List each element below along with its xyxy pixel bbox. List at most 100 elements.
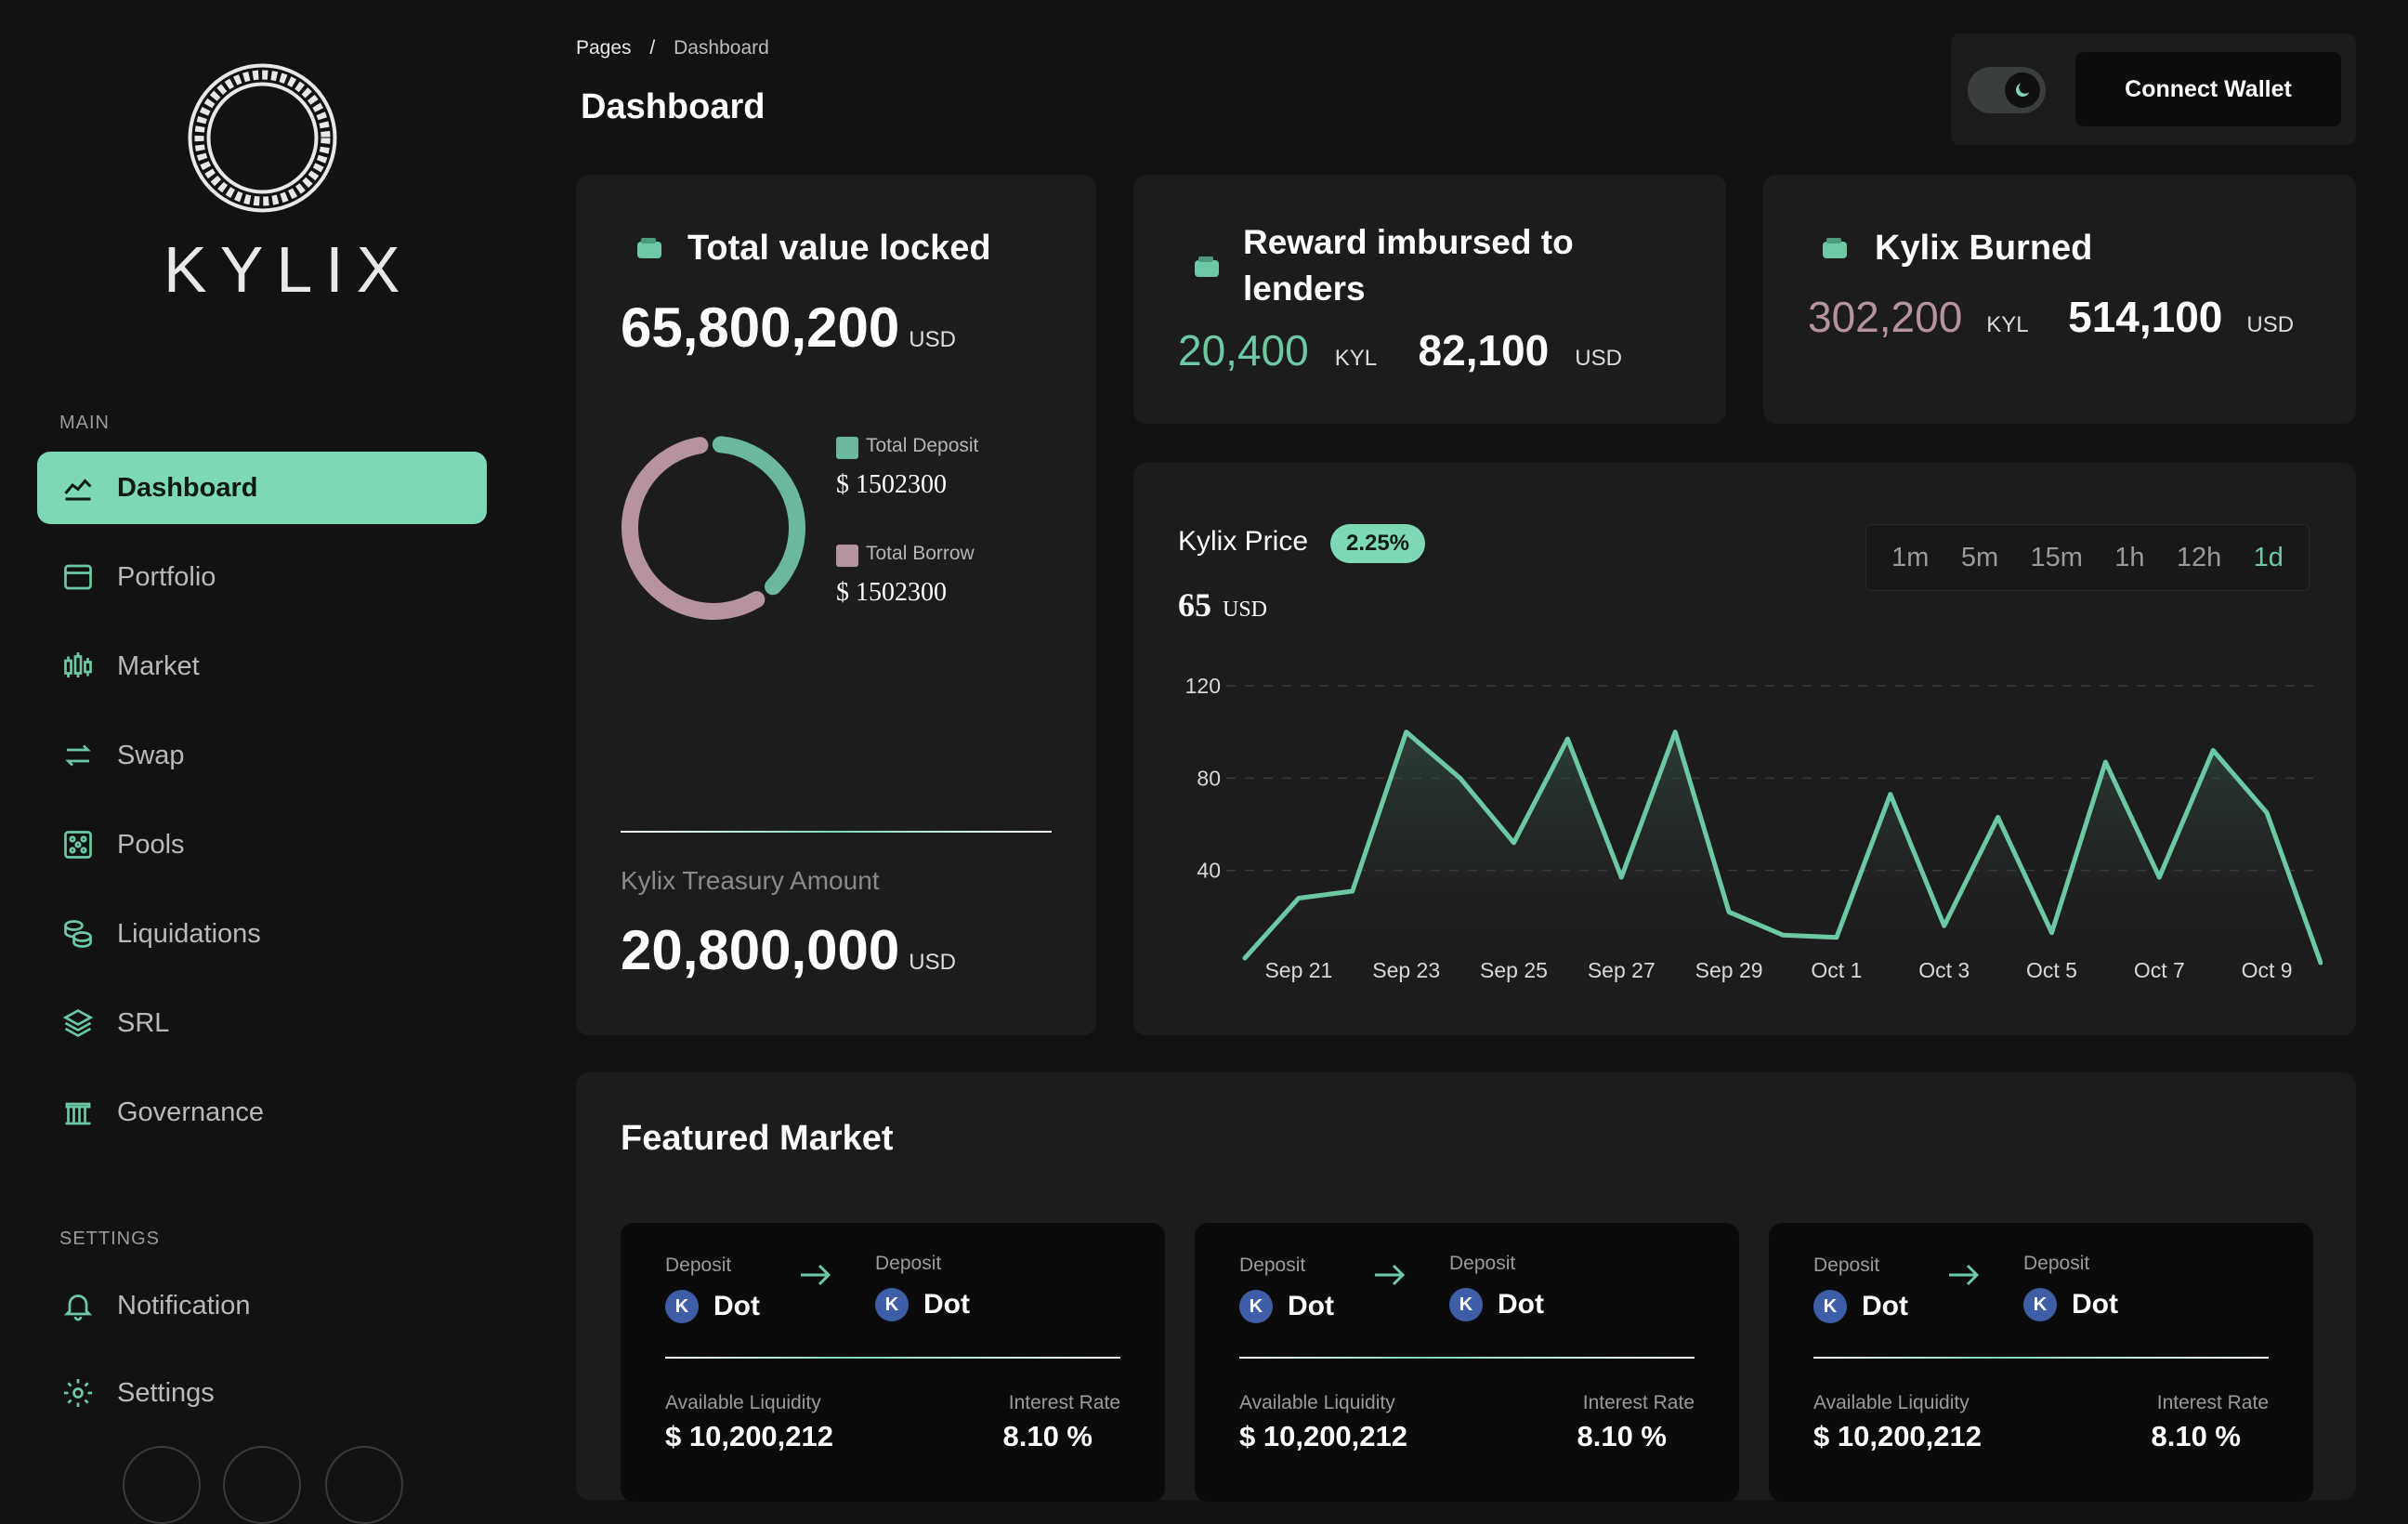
to-label: Deposit [2023, 1253, 2089, 1275]
interest-rate-label: Interest Rate [2157, 1392, 2269, 1414]
sidebar-item-governance[interactable]: Governance [37, 1076, 487, 1149]
sidebar-item-market[interactable]: Market [37, 630, 487, 703]
sidebar-item-label: Pools [117, 830, 185, 861]
breadcrumb-current: Dashboard [674, 37, 769, 59]
sidebar-item-portfolio[interactable]: Portfolio [37, 541, 487, 613]
timeframe-12h[interactable]: 12h [2177, 543, 2221, 573]
sidebar-item-label: Market [117, 651, 200, 682]
header-actions: Connect Wallet [1951, 33, 2356, 145]
tvl-title: Total value locked [687, 225, 991, 271]
sidebar-item-pools[interactable]: Pools [37, 808, 487, 881]
deposit-borrow-donut [617, 431, 810, 624]
brand-name: KYLIX [164, 232, 412, 307]
reward-title-line2: lenders [1243, 266, 1574, 312]
divider [1813, 1357, 2269, 1359]
timeframe-1m[interactable]: 1m [1891, 543, 1929, 573]
coins-icon [59, 915, 97, 952]
from-token-name: Dot [713, 1291, 760, 1322]
reward-title: Reward imbursed to lenders [1243, 219, 1574, 312]
deposit-legend-value: $ 1502300 [836, 470, 947, 500]
timeframe-1d[interactable]: 1d [2254, 543, 2284, 573]
burned-kyl-value: 302,200 [1808, 293, 1962, 341]
sidebar-item-label: Liquidations [117, 919, 261, 950]
price-title: Kylix Price [1178, 526, 1308, 558]
theme-toggle[interactable] [1968, 67, 2046, 113]
sidebar-item-srl[interactable]: SRL [37, 987, 487, 1059]
liquidity-label: Available Liquidity [1813, 1392, 1970, 1414]
gear-icon [59, 1374, 97, 1412]
burned-usd-unit: USD [2246, 312, 2294, 337]
x-tick-label: Sep 23 [1372, 958, 1440, 982]
social-link[interactable] [123, 1446, 201, 1524]
kylix-logo [186, 61, 339, 215]
breadcrumb-root[interactable]: Pages [576, 37, 632, 59]
sidebar-item-swap[interactable]: Swap [37, 719, 487, 792]
deposit-legend-swatch [836, 437, 858, 459]
x-tick-label: Sep 29 [1695, 958, 1763, 982]
sidebar-item-label: Settings [117, 1378, 215, 1409]
tvl-value: 65,800,200 [621, 296, 899, 359]
y-tick-label: 120 [1185, 674, 1221, 698]
from-label: Deposit [1813, 1255, 1879, 1277]
reward-title-line1: Reward imbursed to [1243, 219, 1574, 266]
sidebar-item-liquidations[interactable]: Liquidations [37, 898, 487, 970]
x-tick-label: Oct 7 [2134, 958, 2185, 982]
divider [621, 831, 1052, 833]
interest-rate-value: 8.10 % [1002, 1420, 1093, 1453]
to-label: Deposit [1449, 1253, 1515, 1275]
sidebar-item-dashboard[interactable]: Dashboard [37, 452, 487, 524]
kylix-coin-icon: K [665, 1290, 699, 1323]
sidebar-item-label: Portfolio [117, 562, 216, 593]
borrow-legend-swatch [836, 545, 858, 567]
burned-kyl-unit: KYL [1986, 312, 2028, 337]
chart-area-icon [59, 469, 97, 506]
treasury-label: Kylix Treasury Amount [621, 866, 880, 896]
kylix-coin-icon: K [2023, 1288, 2057, 1321]
wallet-icon [637, 238, 661, 258]
interest-rate-label: Interest Rate [1009, 1392, 1120, 1414]
burned-title: Kylix Burned [1875, 225, 2092, 271]
x-tick-label: Sep 25 [1480, 958, 1548, 982]
dots-grid-icon [59, 826, 97, 863]
sidebar-item-label: Swap [117, 741, 185, 771]
page-title: Dashboard [581, 87, 765, 127]
moon-icon [2005, 72, 2040, 108]
timeframe-15m[interactable]: 15m [2030, 543, 2082, 573]
borrow-legend-label: Total Borrow [866, 543, 975, 565]
reward-kyl-unit: KYL [1335, 346, 1377, 371]
price-value: 65 [1178, 586, 1211, 624]
x-tick-label: Oct 3 [1918, 958, 1970, 982]
social-link[interactable] [223, 1446, 301, 1524]
breadcrumb: Pages / Dashboard [576, 37, 769, 59]
burned-usd-value: 514,100 [2068, 293, 2222, 341]
sidebar-item-notification[interactable]: Notification [37, 1269, 487, 1342]
sidebar-item-settings[interactable]: Settings [37, 1357, 487, 1429]
timeframe-1h[interactable]: 1h [2114, 543, 2144, 573]
reward-usd-value: 82,100 [1419, 326, 1550, 374]
kylix-coin-icon: K [1239, 1290, 1273, 1323]
connect-wallet-button[interactable]: Connect Wallet [2075, 52, 2341, 126]
timeframe-5m[interactable]: 5m [1961, 543, 1998, 573]
burned-card: Kylix Burned 302,200 KYL 514,100 USD [1763, 175, 2356, 424]
from-token-name: Dot [1862, 1291, 1908, 1322]
price-area-fill [1245, 732, 2321, 963]
kylix-coin-icon: K [875, 1288, 909, 1321]
candlestick-icon [59, 648, 97, 685]
social-link[interactable] [325, 1446, 403, 1524]
wallet-icon [1823, 238, 1847, 258]
wallet-icon [1195, 256, 1219, 277]
reward-kyl-value: 20,400 [1178, 326, 1309, 374]
divider [665, 1357, 1120, 1359]
